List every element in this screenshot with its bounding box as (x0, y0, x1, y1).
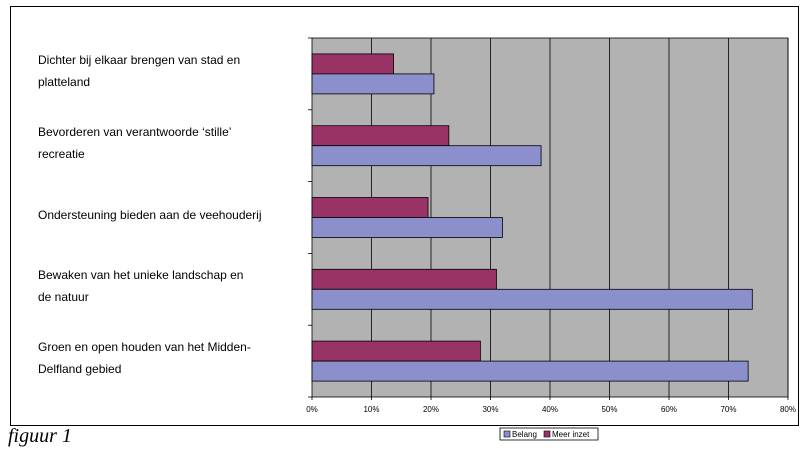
category-label-line: Dichter bij elkaar brengen van stad en (38, 52, 241, 67)
x-tick-label: 80% (780, 405, 796, 414)
bar-meer-inzet (311, 125, 450, 147)
x-tick-label: 70% (720, 405, 736, 414)
bar-belang (311, 145, 542, 167)
bar-meer-inzet (311, 340, 481, 362)
category-label-line: recreatie (38, 146, 85, 161)
category-label: Dichter bij elkaar brengen van stad en pl… (38, 49, 303, 93)
bar-meer-inzet (311, 268, 497, 290)
category-label-line: platteland (38, 74, 91, 89)
category-label-line: Groen en open houden van het Midden- (38, 340, 251, 355)
bar-meer-inzet (311, 197, 429, 218)
bar-belang (311, 360, 749, 382)
x-tick-label: 0% (306, 405, 318, 414)
x-tick-label: 50% (601, 405, 617, 414)
category-label-line: Ondersteuning bieden aan de veehouderij (38, 207, 262, 222)
bar-belang (311, 288, 753, 310)
category-label: Ondersteuning bieden aan de veehouderij (38, 204, 303, 226)
bar-meer-inzet (311, 53, 394, 75)
category-label-line: Bewaken van het unieke landschap en (38, 268, 244, 283)
category-label-line: Delfland gebied (38, 362, 122, 377)
x-tick-label: 20% (423, 405, 439, 414)
bar-belang (311, 73, 435, 95)
x-tick-label: 30% (482, 405, 498, 414)
x-tick-label: 10% (363, 405, 379, 414)
category-label: Bevorderen van verantwoorde ‘stille’ recr… (38, 121, 303, 165)
x-tick-label: 40% (542, 405, 558, 414)
legend-swatch-belang (503, 430, 511, 438)
category-label: Groen en open houden van het Midden- Delf… (38, 336, 303, 380)
category-label-line: Bevorderen van verantwoorde ‘stille’ (38, 124, 232, 139)
figure-caption: figuur 1 (8, 425, 72, 447)
category-label: Bewaken van het unieke landschap en de na… (38, 264, 303, 308)
bar-belang (311, 217, 503, 238)
legend-swatch-meer-inzet (543, 430, 551, 438)
category-label-line: de natuur (38, 290, 89, 305)
x-tick-label: 60% (661, 405, 677, 414)
legend-label-belang: Belang (512, 430, 537, 439)
legend-label-meer-inzet: Meer inzet (552, 430, 590, 439)
